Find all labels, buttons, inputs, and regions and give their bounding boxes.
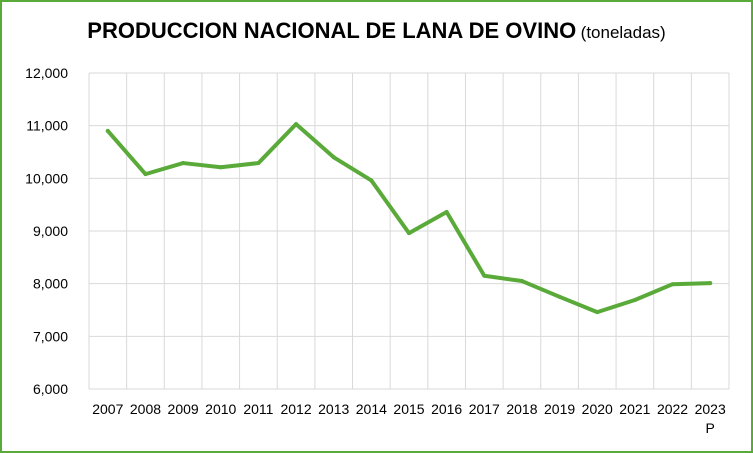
x-tick-label: 2012 <box>280 401 311 417</box>
data-point <box>482 273 487 278</box>
x-axis-ticks: 2007 2008 2009 2010 2011 2012 2013 2014 2015 2016… <box>92 401 726 436</box>
x-tick-label: 2011 <box>243 401 273 417</box>
chart-subtitle: (toneladas) <box>580 23 666 42</box>
data-point <box>218 165 223 170</box>
data-point <box>181 161 186 166</box>
x-tick-label: 2008 <box>130 401 161 417</box>
x-tick-label: 2021 <box>619 401 650 417</box>
data-point <box>143 172 148 177</box>
data-point <box>708 281 713 286</box>
y-tick-label: 11,000 <box>26 118 68 134</box>
chart-title: PRODUCCION NACIONAL DE LANA DE OVINO <box>87 18 577 43</box>
data-point <box>407 231 411 236</box>
data-point <box>294 122 299 127</box>
data-point <box>595 310 600 315</box>
x-tick-label: 2014 <box>356 401 387 417</box>
x-tick-label: 2020 <box>582 401 613 417</box>
x-tick-label: 2009 <box>168 401 199 417</box>
data-point <box>632 297 637 302</box>
y-axis-ticks: 6,000 7,000 8,000 9,000 10,000 11,000 12,000 <box>25 65 68 397</box>
y-tick-label: 7,000 <box>33 328 68 344</box>
chart-title-block: PRODUCCION NACIONAL DE LANA DE OVINO (to… <box>0 18 753 44</box>
y-tick-label: 6,000 <box>33 381 68 397</box>
data-point <box>557 294 562 299</box>
data-point <box>519 279 524 284</box>
data-point <box>369 178 374 183</box>
data-point <box>444 210 449 215</box>
x-tick-label: 2023 <box>695 401 726 417</box>
y-tick-label: 9,000 <box>33 223 68 239</box>
data-point <box>105 128 110 133</box>
x-tick-label: 2010 <box>205 401 236 417</box>
data-point <box>256 161 261 166</box>
data-point <box>670 282 675 287</box>
x-tick-label: 2022 <box>657 401 688 417</box>
x-tick-label: 2019 <box>544 401 575 417</box>
x-tick-label: 2013 <box>318 401 349 417</box>
x-tick-label: 2018 <box>506 401 537 417</box>
y-tick-label: 10,000 <box>25 170 68 186</box>
x-tick-label: 2016 <box>431 401 462 417</box>
x-tick-note: P <box>706 420 715 436</box>
x-tick-label: 2015 <box>393 401 424 417</box>
series-layer <box>105 122 713 315</box>
y-tick-label: 12,000 <box>25 65 68 81</box>
y-tick-label: 8,000 <box>33 276 68 292</box>
x-tick-label: 2017 <box>469 401 500 417</box>
data-point <box>331 155 336 160</box>
x-tick-label: 2007 <box>92 401 123 417</box>
